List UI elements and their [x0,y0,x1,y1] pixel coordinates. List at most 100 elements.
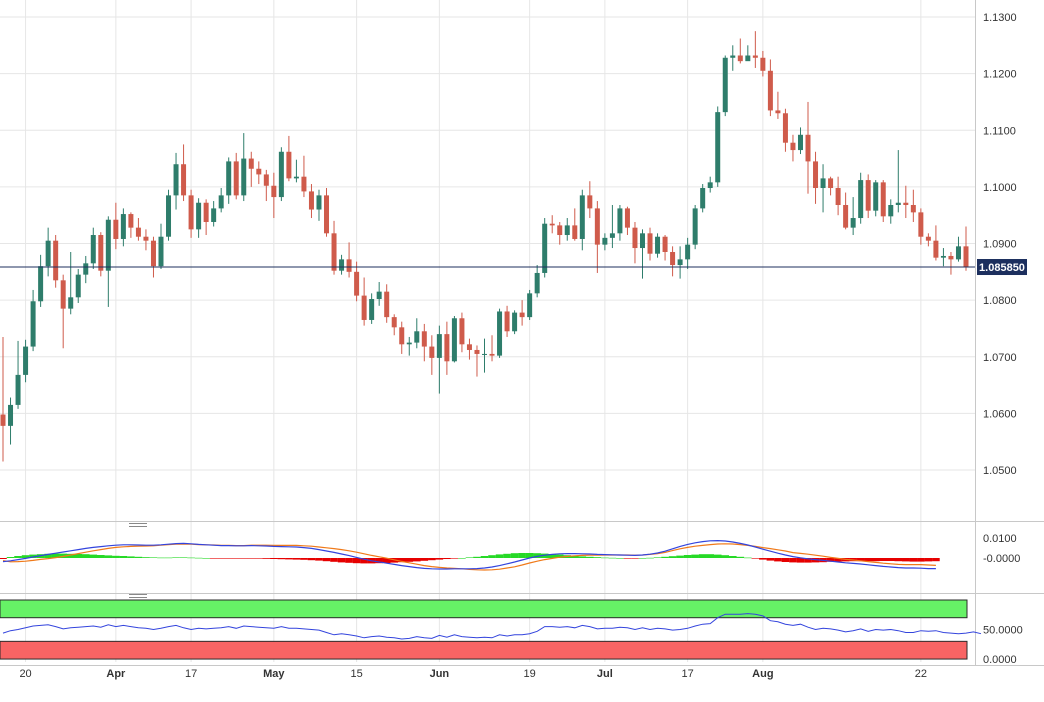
histogram-bar-negative [917,558,925,562]
histogram-bar-positive [721,555,730,558]
histogram-bar-positive [593,557,602,558]
histogram-bar-negative [307,558,316,561]
oscillator-axis-tick-label: 0.0100 [983,533,1017,545]
candle-body-down [331,233,337,271]
histogram-bar-negative [623,558,632,559]
candle-body-up [722,57,728,113]
candle-body-down [233,161,239,196]
histogram-bar-negative [443,558,451,559]
candle-body-up [339,259,345,271]
candle-body-up [482,353,487,355]
histogram-bar-negative [796,558,805,563]
histogram-bar-negative [270,558,278,559]
price-axis-tick-label: 1.1100 [983,125,1016,137]
histogram-bar-negative [766,558,775,561]
candle-body-up [609,233,615,238]
histogram-bar-positive [164,557,173,559]
candle-body-down [354,271,360,296]
histogram-bar-positive [713,554,722,558]
candle-body-down [346,259,352,272]
candle-body-down [925,236,931,241]
candle-body-up [436,334,442,358]
price-axis-tick-label: 1.0600 [983,408,1017,420]
histogram-bar-negative [886,558,895,561]
time-axis-tick-label: 17 [682,668,694,680]
histogram-bar-positive [698,554,707,558]
candle-body-up [45,240,51,267]
candle-body-up [316,195,322,210]
histogram-bar-negative [774,558,782,562]
histogram-bar-positive [744,557,752,559]
histogram-bar-positive [533,553,541,558]
histogram-bar-positive [503,553,511,558]
histogram-bar-positive [112,555,120,558]
candle-body-up [895,202,901,206]
candle-body-up [602,237,608,245]
histogram-bar-negative [894,558,903,562]
histogram-bar-negative [224,558,233,559]
histogram-bar-positive [179,557,188,558]
candle-body-up [639,233,645,249]
candle-body-up [655,236,661,254]
candle-body-down [624,208,630,228]
candle-body-up [226,161,232,196]
histogram-bar-negative [239,558,248,559]
candle-body-down [399,327,405,345]
price-axis-tick-label: 1.0500 [983,465,1017,477]
candle-body-down [391,317,397,328]
histogram-bar-negative [262,558,271,559]
histogram-bar-positive [51,553,60,558]
price-axis-tick-label: 1.0900 [983,239,1017,251]
histogram-bar-positive [661,556,669,558]
histogram-bar-negative [330,558,338,562]
histogram-bar-positive [81,554,90,558]
candle-body-down [835,188,841,206]
histogram-bar-negative [864,558,872,562]
candle-body-up [75,274,81,298]
candle-body-down [752,55,758,58]
histogram-bar-positive [495,554,504,558]
rsi-line [2,613,982,640]
candle-body-down [670,252,676,266]
histogram-bar-positive [510,553,519,558]
histogram-bar-negative [420,558,429,561]
histogram-bar-negative [759,558,767,560]
candle-body-up [90,235,96,264]
histogram-bar-positive [89,554,98,558]
time-axis-tick-label: Jun [430,668,450,680]
histogram-bar-negative [902,558,910,562]
histogram-bar-positive [488,555,496,558]
candle-body-down [143,236,149,241]
candle-body-up [512,312,518,332]
histogram-bar-positive [202,558,210,559]
candle-body-down [459,318,465,345]
histogram-bar-negative [932,558,940,562]
candle-body-up [955,246,961,260]
candle-body-down [256,168,262,175]
histogram-bar-positive [706,554,715,558]
candle-body-up [692,208,698,245]
histogram-bar-negative [804,558,812,563]
histogram-bar-negative [924,558,933,562]
candle-body-down [203,202,209,222]
time-axis-tick-label: Aug [752,668,773,680]
histogram-bar-negative [337,558,346,563]
price-axis-tick-label: 1.1300 [983,12,1017,24]
time-axis-tick-label: Jul [597,668,613,680]
candle-body-down [782,113,788,143]
time-axis-tick-label: 19 [524,668,536,680]
candle-body-down [903,202,909,206]
candle-body-down [767,70,773,111]
current-price-tag [977,259,1027,276]
candle-body-down [760,57,766,71]
candle-body-up [497,311,503,356]
candle-body-down [361,295,367,320]
candle-body-down [474,349,480,354]
candle-body-up [730,55,736,58]
candle-body-down [181,164,187,196]
histogram-bar-positive [555,554,564,558]
histogram-bar-positive [14,556,22,558]
candle-body-up [527,293,533,318]
